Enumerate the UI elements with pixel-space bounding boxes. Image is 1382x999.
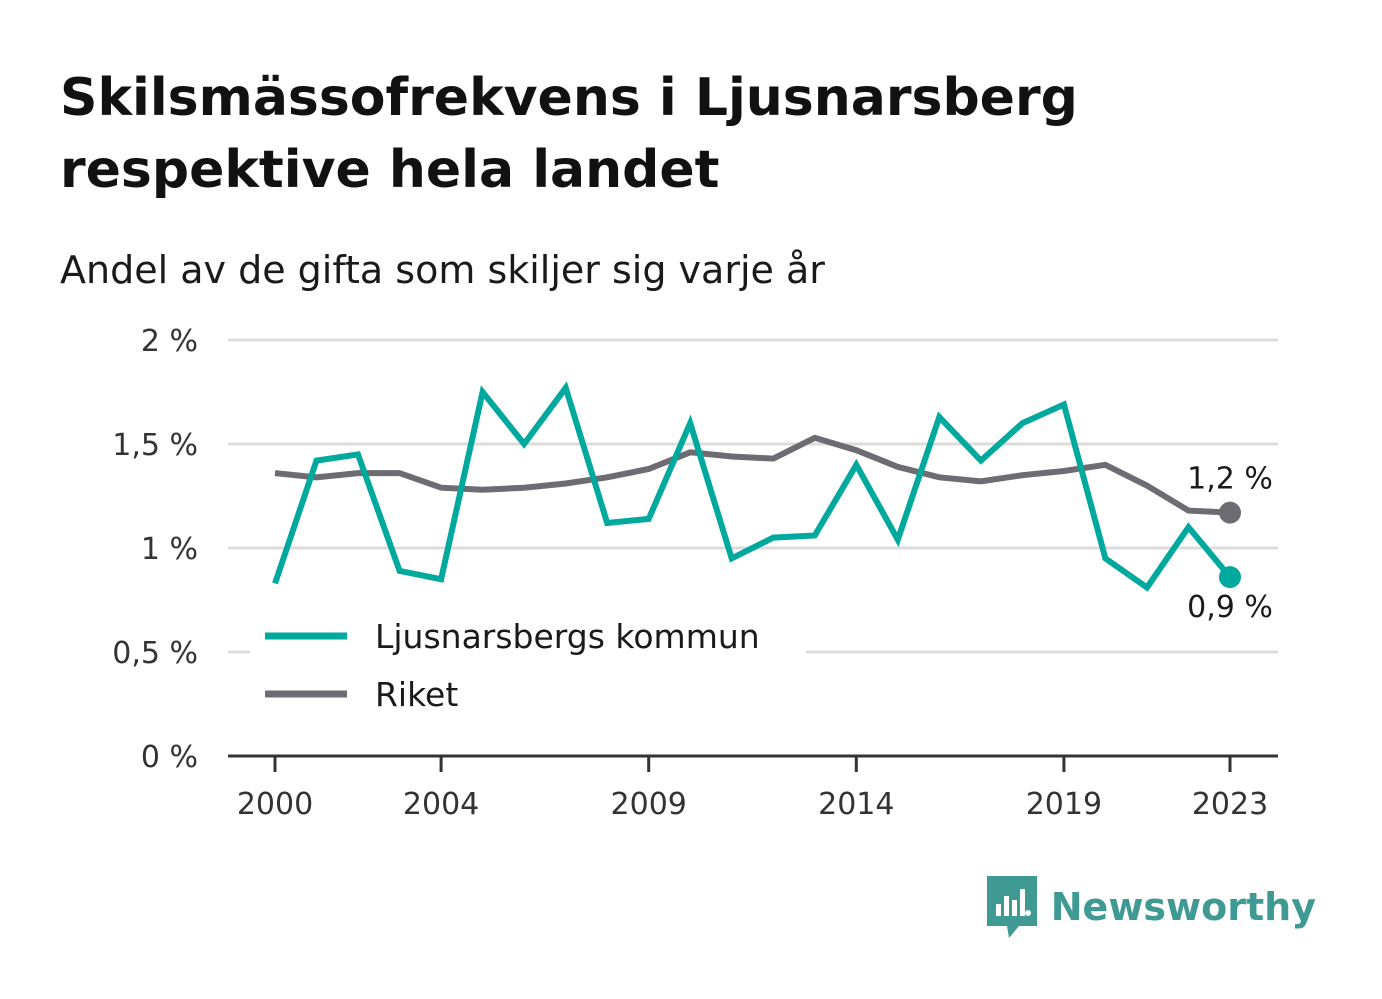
y-tick-label: 2 % bbox=[141, 324, 198, 359]
y-tick-label: 1,5 % bbox=[112, 428, 198, 463]
chart-title: Skilsmässofrekvens i Ljusnarsberg respek… bbox=[60, 68, 1078, 200]
x-tick-label: 2004 bbox=[403, 787, 479, 822]
legend-label-riket: Riket bbox=[375, 675, 458, 714]
x-tick-label: 2023 bbox=[1192, 787, 1268, 822]
end-label-riket: 1,2 % bbox=[1187, 462, 1273, 497]
series-lines: 1,2 % 0,9 % bbox=[272, 381, 1273, 625]
y-axis-tick-labels: 0 % 0,5 % 1 % 1,5 % 2 % bbox=[112, 324, 198, 775]
y-tick-label: 1 % bbox=[141, 532, 198, 567]
brand-name: Newsworthy bbox=[1050, 885, 1316, 929]
chart-subtitle: Andel av de gifta som skiljer sig varje … bbox=[60, 248, 825, 292]
newsworthy-logo-icon bbox=[986, 876, 1037, 938]
x-tick-label: 2014 bbox=[818, 787, 894, 822]
newsworthy-brand: Newsworthy bbox=[986, 876, 1316, 938]
legend-label-kommun: Ljusnarsbergs kommun bbox=[375, 617, 760, 656]
end-label-kommun: 0,9 % bbox=[1187, 590, 1273, 625]
x-axis: 2000 2004 2009 2014 2019 2023 bbox=[228, 754, 1278, 822]
series-line-riket bbox=[274, 434, 1231, 516]
gridlines bbox=[228, 338, 1278, 654]
y-tick-label: 0 % bbox=[141, 740, 198, 775]
x-tick-label: 2000 bbox=[237, 787, 313, 822]
series-end-point-riket bbox=[1219, 501, 1241, 524]
y-tick-label: 0,5 % bbox=[112, 636, 198, 671]
x-tick-label: 2009 bbox=[611, 787, 687, 822]
legend-background bbox=[250, 606, 806, 726]
series-end-point-kommun bbox=[1219, 566, 1241, 589]
x-tick-label: 2019 bbox=[1026, 787, 1102, 822]
legend: Ljusnarsbergs kommun Riket bbox=[250, 606, 806, 726]
series-line-kommun bbox=[272, 381, 1233, 592]
